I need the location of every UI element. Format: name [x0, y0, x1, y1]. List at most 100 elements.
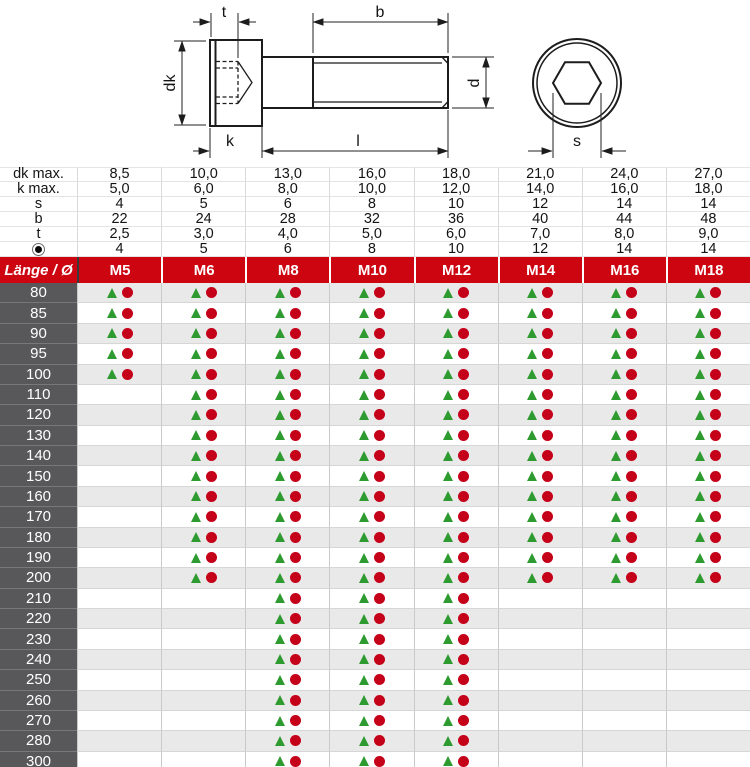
- availability-cell: [329, 446, 414, 467]
- availability-cell: [329, 731, 414, 752]
- spec-value-cell: 6: [245, 242, 330, 257]
- triangle-marker-icon: [274, 654, 285, 665]
- availability-cell: [497, 527, 582, 548]
- length-cell: 270: [0, 710, 77, 732]
- availability-cell: [329, 710, 414, 732]
- availability-cell: [77, 323, 162, 345]
- triangle-marker-icon: [274, 674, 285, 685]
- dot-marker-icon: [289, 490, 301, 502]
- triangle-marker-icon: [358, 308, 369, 319]
- spec-row-label: k max.: [0, 182, 77, 197]
- availability-cell: [245, 710, 330, 732]
- availability-cell: [329, 629, 414, 650]
- triangle-marker-icon: [190, 491, 201, 502]
- dot-marker-icon: [626, 470, 638, 482]
- dot-marker-icon: [205, 327, 217, 339]
- availability-cell: [497, 384, 582, 406]
- triangle-marker-icon: [274, 735, 285, 746]
- availability-cell: [77, 690, 162, 711]
- availability-cell: [413, 609, 498, 630]
- triangle-marker-icon: [527, 287, 538, 298]
- availability-cell: [329, 405, 414, 426]
- triangle-marker-icon: [274, 511, 285, 522]
- triangle-marker-icon: [274, 369, 285, 380]
- dot-marker-icon: [542, 409, 554, 421]
- triangle-marker-icon: [358, 348, 369, 359]
- availability-cell: [665, 690, 750, 711]
- availability-cell: [581, 629, 666, 650]
- spec-value-cell: 32: [329, 212, 414, 227]
- dot-marker-icon: [458, 450, 470, 462]
- triangle-marker-icon: [274, 348, 285, 359]
- availability-cell: [329, 486, 414, 508]
- length-cell: 190: [0, 547, 77, 569]
- availability-cell: [497, 283, 582, 304]
- dot-marker-icon: [289, 715, 301, 727]
- triangle-marker-icon: [443, 328, 454, 339]
- availability-cell: [245, 425, 330, 446]
- triangle-marker-icon: [695, 471, 706, 482]
- availability-cell: [329, 466, 414, 487]
- dot-marker-icon: [289, 552, 301, 564]
- triangle-marker-icon: [358, 328, 369, 339]
- availability-cell: [413, 670, 498, 691]
- availability-cell: [245, 527, 330, 548]
- availability-cell: [497, 364, 582, 385]
- availability-cell: [413, 446, 498, 467]
- spec-value-cell: 27,0: [665, 167, 750, 182]
- availability-cell: [665, 568, 750, 589]
- dot-marker-icon: [542, 327, 554, 339]
- triangle-marker-icon: [443, 491, 454, 502]
- length-cell: 160: [0, 486, 77, 508]
- socket-drive-icon: [32, 242, 45, 256]
- dot-marker-icon: [205, 572, 217, 584]
- availability-cell: [497, 446, 582, 467]
- availability-cell: [77, 446, 162, 467]
- availability-cell: [497, 323, 582, 345]
- triangle-marker-icon: [695, 430, 706, 441]
- triangle-marker-icon: [190, 369, 201, 380]
- availability-cell: [413, 303, 498, 324]
- dot-marker-icon: [373, 572, 385, 584]
- triangle-marker-icon: [358, 552, 369, 563]
- availability-cell: [665, 323, 750, 345]
- dot-marker-icon: [710, 531, 722, 543]
- dim-label-l: l: [356, 133, 360, 150]
- spec-value-cell: 48: [665, 212, 750, 227]
- availability-cell: [245, 751, 329, 767]
- size-table-body: 80 85 90 95 100 110 120 130 140 150 160 170 180 190 20…: [0, 283, 750, 767]
- availability-cell: [413, 283, 498, 304]
- spec-value-cell: 28: [245, 212, 330, 227]
- availability-cell: [581, 405, 666, 426]
- spec-value-cell: 5: [161, 197, 246, 212]
- availability-cell: [77, 384, 162, 406]
- triangle-marker-icon: [611, 308, 622, 319]
- triangle-marker-icon: [443, 634, 454, 645]
- triangle-marker-icon: [358, 613, 369, 624]
- dot-marker-icon: [373, 755, 385, 767]
- triangle-marker-icon: [106, 369, 117, 380]
- triangle-marker-icon: [106, 348, 117, 359]
- spec-table: dk max. 8,5 10,0 13,0 16,0 18,0 21,0 24,0 27,0 k …: [0, 167, 750, 257]
- availability-cell: [413, 405, 498, 426]
- dot-marker-icon: [458, 715, 470, 727]
- dot-marker-icon: [289, 633, 301, 645]
- length-row-200: 200: [0, 568, 750, 589]
- dot-marker-icon: [205, 389, 217, 401]
- triangle-marker-icon: [527, 308, 538, 319]
- dot-marker-icon: [205, 409, 217, 421]
- screw-side-view: [209, 39, 449, 127]
- dot-marker-icon: [710, 327, 722, 339]
- triangle-marker-icon: [443, 532, 454, 543]
- dot-marker-icon: [542, 490, 554, 502]
- spec-value-cell: 7,0: [497, 227, 582, 242]
- triangle-marker-icon: [527, 532, 538, 543]
- triangle-marker-icon: [611, 430, 622, 441]
- dot-marker-icon: [289, 755, 301, 767]
- triangle-marker-icon: [443, 674, 454, 685]
- length-cell: 90: [0, 323, 77, 345]
- availability-cell: [245, 466, 330, 487]
- dot-marker-icon: [205, 429, 217, 441]
- availability-cell: [413, 629, 498, 650]
- dot-marker-icon: [458, 531, 470, 543]
